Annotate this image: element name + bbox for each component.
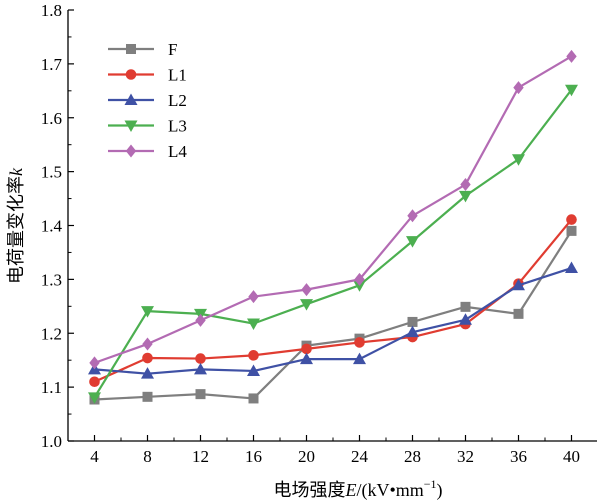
data-point-l4 [354,272,365,286]
x-tick-label: 20 [298,447,315,466]
data-point-l1 [195,353,206,364]
data-point-l2 [194,362,207,375]
series-l4 [89,49,577,370]
y-tick-label: 1.6 [41,109,62,128]
legend-label: F [168,40,177,59]
data-point-l4 [142,337,153,351]
data-point-l2 [459,313,472,325]
data-point-l2 [565,261,578,274]
y-tick-label: 1.3 [41,270,62,289]
data-point-l4 [460,178,471,192]
x-tick-label: 28 [404,447,421,466]
y-tick-label: 1.1 [41,378,62,397]
data-point-l1 [142,352,153,364]
y-tick-label: 1.5 [41,163,62,182]
data-point-l4 [89,356,100,370]
y-tick-label: 1.2 [41,324,62,343]
x-tick-label: 24 [351,447,369,466]
data-point-l2 [512,278,525,291]
data-point-l2 [247,364,260,376]
legend-marker-l2 [124,93,138,105]
series-l3 [88,84,578,404]
data-point-l1 [301,343,312,355]
series-f [89,225,577,405]
x-tick-label: 32 [457,447,474,466]
x-tick-label: 16 [245,447,262,466]
y-tick-label: 1.0 [41,432,62,451]
legend-label: L4 [168,142,187,161]
series-l1 [89,214,577,388]
legend-item-l2: L2 [108,91,187,110]
legend-label: L3 [168,117,187,136]
legend-item-l3: L3 [108,117,187,136]
data-point-f [566,225,577,236]
data-point-l3 [565,84,578,97]
data-point-l4 [407,209,418,223]
data-point-l2 [141,367,154,379]
data-point-l2 [300,352,313,365]
x-tick-label: 4 [90,447,99,466]
data-point-f [513,308,524,319]
legend-marker-f [126,44,136,54]
data-point-l4 [195,313,206,327]
data-point-l4 [513,81,524,95]
data-point-f [248,393,259,404]
series-line-l4 [94,55,573,364]
y-tick-label: 1.7 [41,55,63,74]
data-point-l3 [88,392,101,404]
data-point-l3 [300,299,313,311]
data-point-f [142,391,153,402]
data-point-l3 [512,154,525,166]
data-point-f [407,316,418,327]
x-tick-label: 12 [192,447,209,466]
series-line-l2 [94,267,572,375]
x-tick-label: 8 [143,447,152,466]
data-point-l2 [406,325,419,338]
series-line-l1 [94,218,573,383]
series-line-f [94,230,573,401]
x-axis-title: 电场强度E/(kV•mm−1) [273,477,442,501]
data-point-l1 [354,337,365,348]
data-point-l1 [566,214,577,225]
legend-item-f: F [108,40,177,59]
y-tick-label: 1.8 [41,1,62,20]
legend-item-l4: L4 [108,142,187,161]
legend-marker-l1 [125,69,137,80]
data-point-f [195,389,206,400]
legend-marker-l4 [125,144,137,158]
legend-label: L1 [168,66,187,85]
x-tick-label: 40 [563,447,580,466]
legend-marker-l3 [124,120,138,132]
legend-item-l1: L1 [108,66,187,85]
x-tick-label: 36 [510,447,527,466]
data-point-l3 [459,190,472,203]
data-point-l1 [248,350,259,361]
series-l2 [88,261,578,379]
data-point-l1 [89,376,100,388]
data-point-l3 [353,280,366,292]
series-line-l3 [93,89,573,398]
legend-label: L2 [168,91,187,110]
data-point-l3 [247,318,260,331]
data-point-f [460,301,471,312]
y-axis-title: 电荷量变化率k [6,167,27,284]
data-point-l4 [301,283,312,297]
data-point-l3 [406,236,419,248]
data-point-l4 [248,290,259,304]
data-point-l2 [353,352,366,365]
data-point-l4 [566,49,577,63]
data-point-l3 [141,306,154,318]
y-tick-label: 1.4 [41,217,63,236]
